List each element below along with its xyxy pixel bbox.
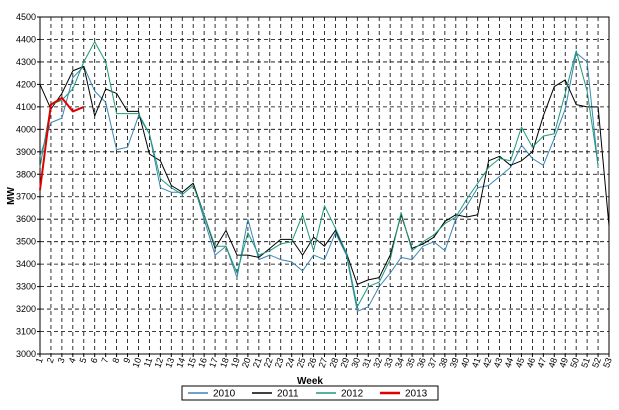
x-tick-label: 34	[393, 356, 406, 369]
y-tick-label: 3900	[16, 147, 36, 157]
y-tick-label: 3000	[16, 349, 36, 359]
y-tick-label: 4200	[16, 79, 36, 89]
x-tick-label: 51	[579, 356, 592, 369]
x-tick-label: 46	[524, 356, 537, 369]
x-tick-label: 31	[360, 356, 373, 369]
x-tick-label: 30	[349, 356, 362, 369]
y-axis-label: MW	[6, 187, 17, 205]
x-tick-label: 52	[590, 356, 603, 369]
legend-label-2010: 2010	[213, 389, 236, 400]
y-tick-label: 3600	[16, 214, 36, 224]
x-tick-label: 25	[295, 356, 308, 369]
x-tick-label: 19	[229, 356, 242, 369]
y-tick-label: 3400	[16, 259, 36, 269]
series-layer	[39, 41, 610, 312]
y-tick-label: 4300	[16, 57, 36, 67]
series-line-2013	[39, 96, 85, 191]
x-tick-label: 49	[557, 356, 570, 369]
x-tick-label: 16	[196, 356, 209, 369]
x-tick-label: 8	[110, 356, 121, 364]
legend-label-2011: 2011	[277, 389, 299, 400]
x-tick-label: 41	[470, 356, 483, 369]
x-tick-label: 27	[317, 356, 330, 369]
x-tick-label: 36	[415, 356, 428, 369]
x-tick-label: 24	[284, 356, 297, 369]
y-tick-label: 4500	[16, 12, 36, 22]
y-tick-label: 3500	[16, 237, 36, 247]
x-tick-label: 45	[514, 356, 527, 369]
x-tick-label: 32	[371, 356, 384, 369]
x-tick-label: 11	[142, 356, 155, 368]
x-tick-label: 1	[34, 356, 45, 364]
x-tick-label: 10	[131, 356, 144, 369]
y-tick-label: 4100	[16, 102, 36, 112]
x-tick-label: 26	[306, 356, 319, 369]
x-tick-label: 17	[207, 356, 220, 369]
legend: 2010 2011 2012 2013	[181, 385, 439, 401]
x-tick-label: 28	[327, 356, 340, 369]
x-tick-label: 35	[404, 356, 417, 369]
y-tick-label: 3800	[16, 169, 36, 179]
x-tick-label: 6	[88, 356, 99, 364]
x-tick-label: 7	[99, 356, 110, 364]
x-tick-label: 21	[251, 356, 264, 369]
x-tick-label: 33	[382, 356, 395, 369]
x-tick-label: 48	[546, 356, 559, 369]
x-tick-label: 20	[240, 356, 253, 369]
x-tick-label: 29	[338, 356, 351, 369]
y-tick-label: 4400	[16, 34, 36, 44]
x-tick-label: 47	[535, 356, 548, 369]
series-line-2010	[39, 52, 599, 312]
x-tick-label: 23	[273, 356, 286, 369]
x-tick-label: 12	[152, 356, 165, 369]
y-tick-label: 3700	[16, 192, 36, 202]
x-tick-label: 2	[45, 356, 56, 364]
x-tick-label: 44	[503, 356, 516, 369]
x-tick-label: 5	[78, 356, 89, 364]
x-tick-label: 39	[448, 356, 461, 369]
y-tick-label: 3100	[16, 327, 36, 337]
y-axis-ticks: 3000 3100 3200 3300 3400 3500 3600 3700 3800 3900…	[16, 12, 40, 359]
legend-label-2012: 2012	[341, 389, 364, 400]
legend-box	[181, 385, 439, 401]
x-tick-label: 50	[568, 356, 581, 369]
x-tick-label: 40	[459, 356, 472, 369]
x-tick-label: 15	[185, 356, 198, 369]
x-tick-label: 42	[481, 356, 494, 369]
x-tick-label: 9	[121, 356, 132, 364]
x-tick-label: 18	[218, 356, 231, 369]
x-tick-label: 38	[437, 356, 450, 369]
series-line-2012	[39, 41, 599, 308]
y-tick-label: 3200	[16, 304, 36, 314]
x-tick-label: 53	[601, 356, 614, 369]
grid	[40, 17, 609, 354]
x-axis-ticks: 1 2 3 4 5 6 7 8 91011121314151617181920212223242…	[34, 354, 614, 369]
y-tick-label: 3300	[16, 282, 36, 292]
x-axis-label: Week	[297, 376, 323, 387]
series-line-2011	[39, 65, 610, 285]
x-tick-label: 37	[426, 356, 439, 369]
x-tick-label: 14	[174, 356, 187, 369]
x-tick-label: 13	[163, 356, 176, 369]
x-tick-label: 3	[56, 356, 67, 364]
legend-label-2013: 2013	[405, 389, 428, 400]
x-tick-label: 43	[492, 356, 505, 369]
y-tick-label: 4000	[16, 124, 36, 134]
x-tick-label: 22	[262, 356, 275, 369]
x-tick-label: 4	[67, 356, 78, 364]
